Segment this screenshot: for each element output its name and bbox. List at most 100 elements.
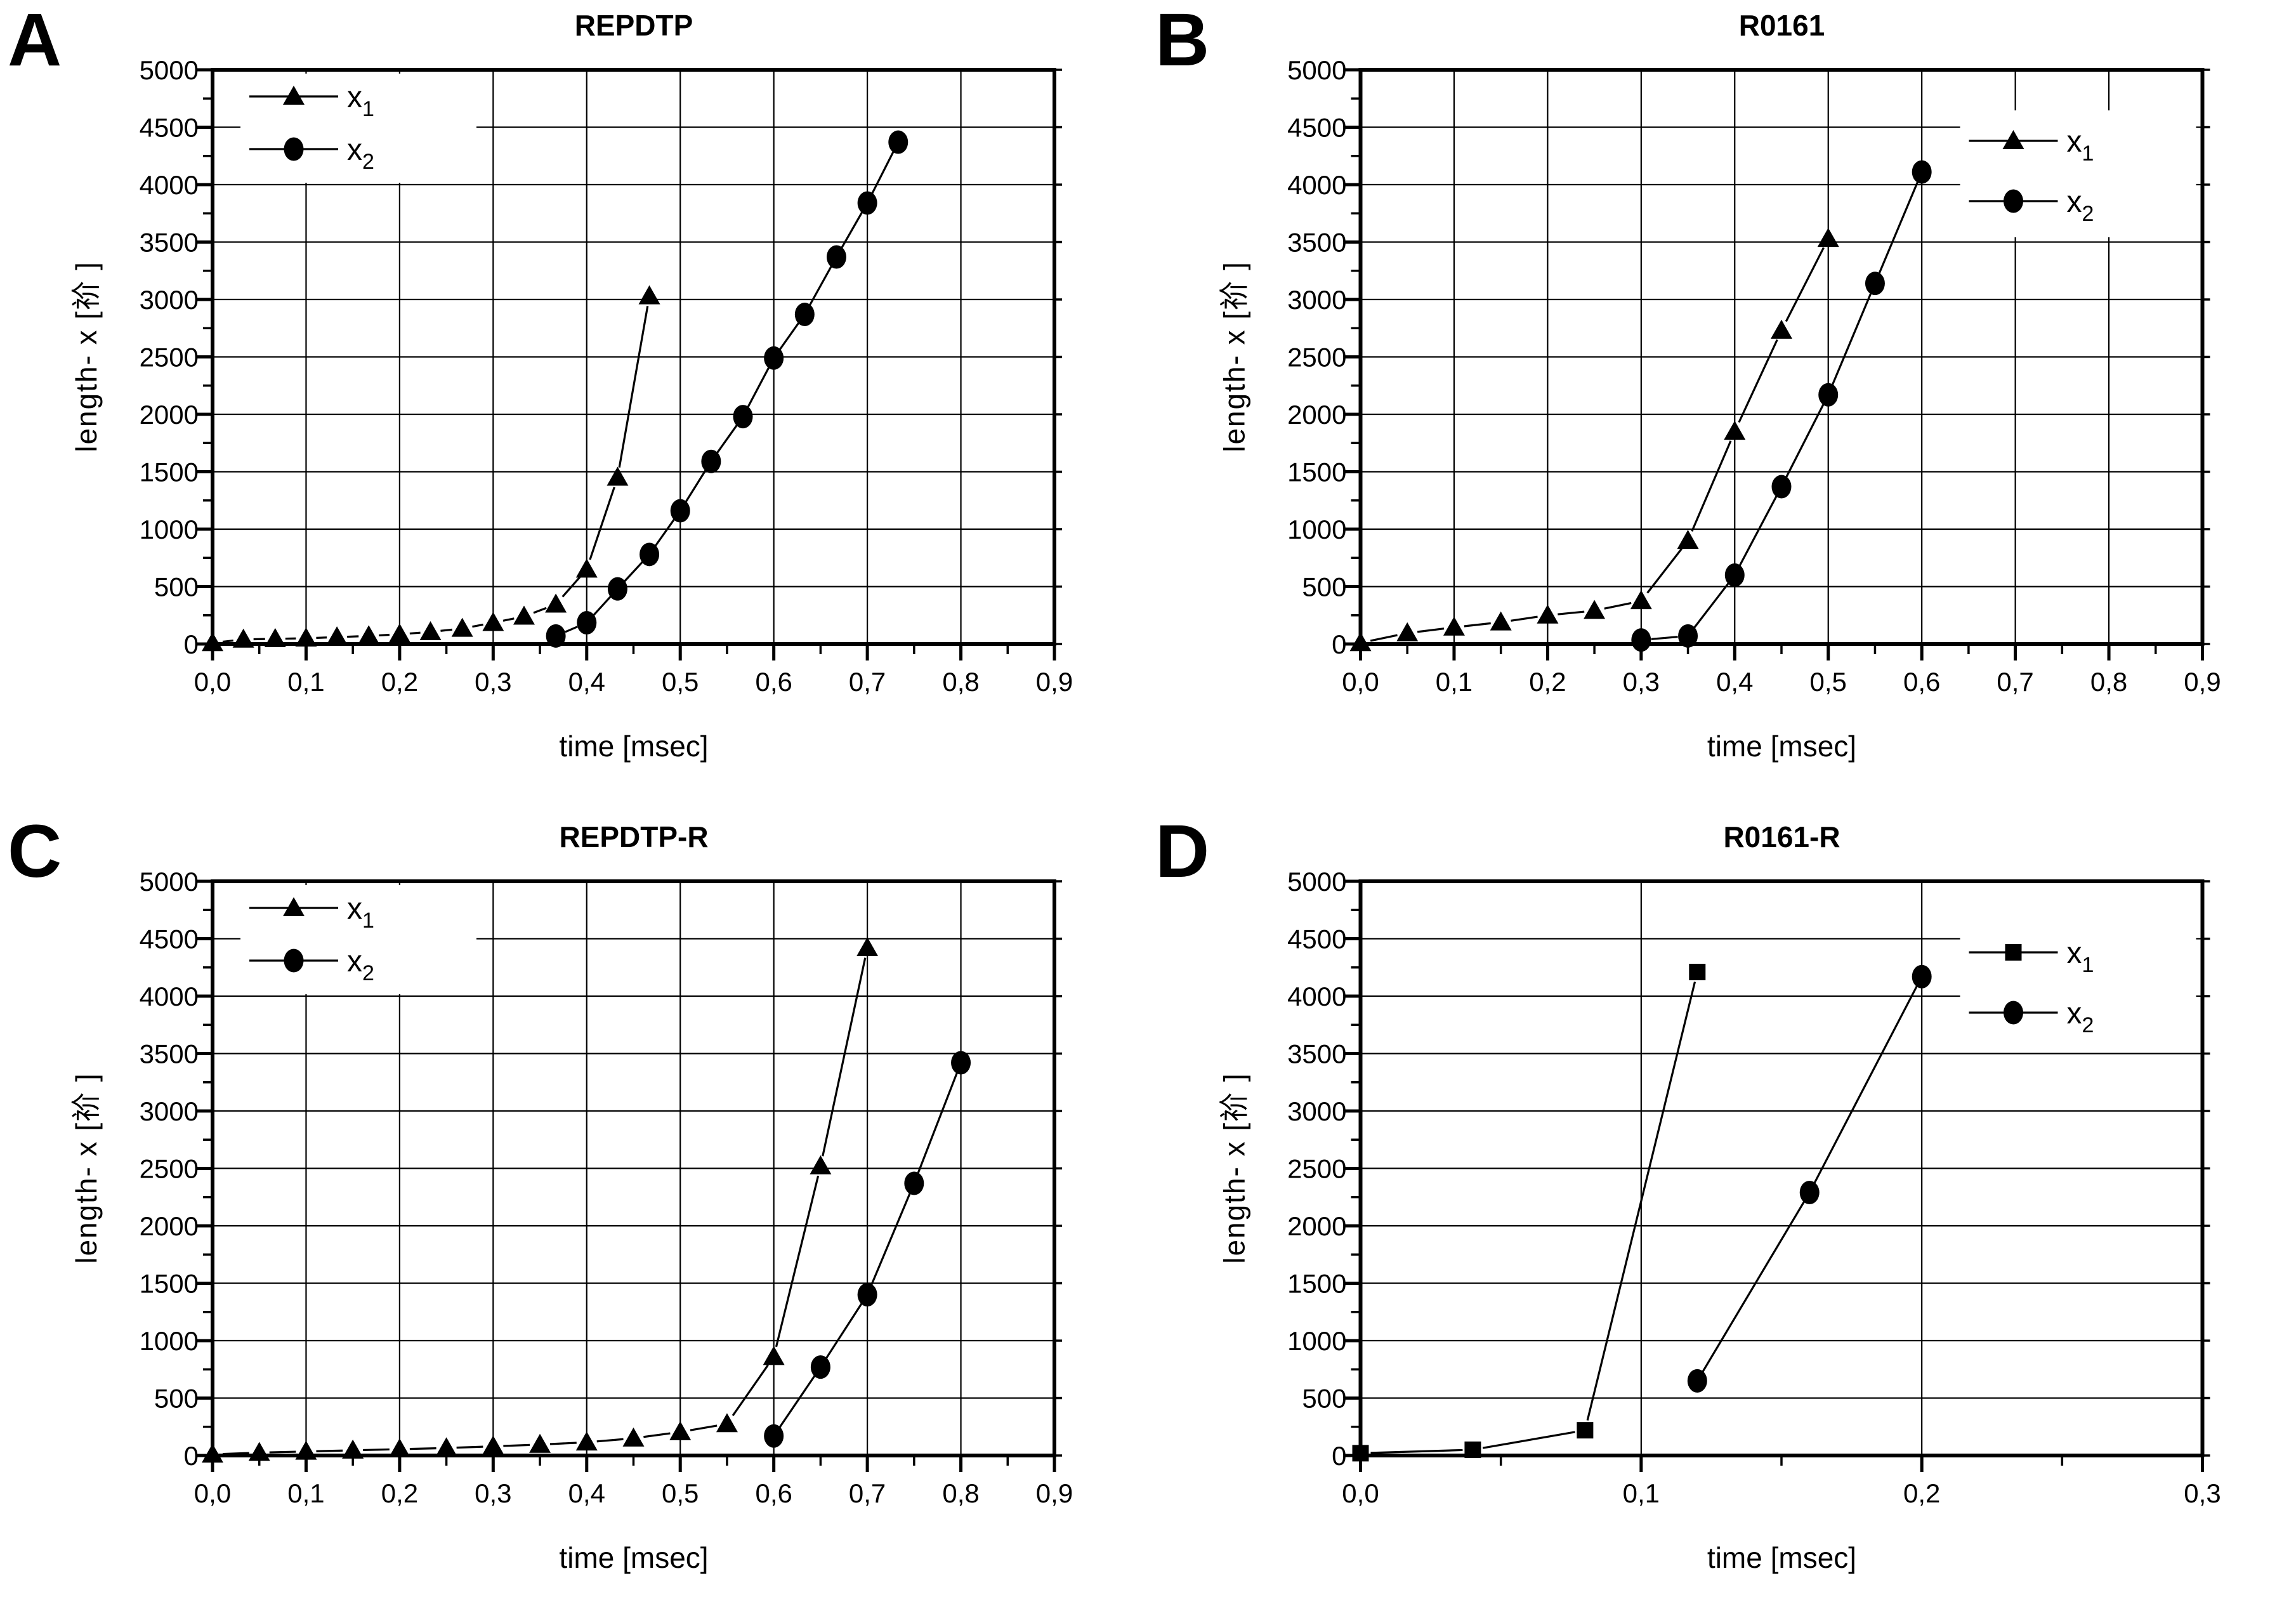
- series-line-segment: [533, 607, 547, 614]
- y-tick-label: 0: [184, 1441, 199, 1471]
- triangle-marker: [295, 627, 317, 647]
- panel-letter-d: D: [1155, 812, 1210, 893]
- series-line-segment: [841, 211, 863, 249]
- circle-marker: [577, 611, 597, 635]
- series-x1: [202, 936, 879, 1463]
- chart-repdtp-r: REPDTP-R 0,0 0,1 0,2 0,3 0,4 0,5 0,6 0,7 0,8 0,90…: [70, 820, 1073, 1574]
- triangle-marker: [482, 1435, 504, 1455]
- x-tick-label: 0,0: [194, 1478, 231, 1508]
- circle-marker: [1912, 964, 1932, 989]
- x-axis-label: time [msec]: [1707, 1541, 1856, 1574]
- tick-labels: 0,0 0,1 0,2 0,3 0,4 0,5 0,6 0,7 0,8 0,9 0 500 1000 15…: [1287, 55, 2221, 697]
- panel-b: R0161 0,0 0,1 0,2 0,3 0,4 0,5 0,6 0,7 0,8 0,9 0 500…: [1148, 0, 2296, 812]
- chart-repdtp: REPDTP 0,0 0,1 0,2 0,3 0,4 0,5 0,6 0,7 0,8 0,9 0 50…: [70, 9, 1073, 763]
- tick-labels: 0,0 0,1 0,2 0,3 0 500 1000 1500 2000 2500 3000 3500…: [1287, 867, 2221, 1508]
- x-tick-label: 0,4: [1716, 667, 1753, 697]
- triangle-marker: [202, 1443, 223, 1463]
- y-axis-label: length- x [祄 ]: [1218, 1072, 1251, 1264]
- y-tick-label: 4500: [140, 924, 199, 954]
- y-tick-label: 500: [1302, 1384, 1346, 1414]
- panel-a: REPDTP 0,0 0,1 0,2 0,3 0,4 0,5 0,6 0,7 0,8 0,9 0 50…: [0, 0, 1148, 812]
- triangle-marker: [638, 285, 660, 305]
- series-line-segment: [1738, 495, 1778, 567]
- triangle-marker: [248, 1442, 270, 1461]
- series-x1: [202, 285, 660, 652]
- circle-marker: [951, 1051, 971, 1075]
- gridlines: [1360, 70, 2203, 644]
- x-tick-label: 0,6: [755, 667, 792, 697]
- triangle-marker: [295, 1440, 317, 1460]
- series-line-segment: [1702, 1200, 1806, 1373]
- x-tick-label: 0,4: [568, 1478, 605, 1508]
- triangle-marker: [2002, 130, 2024, 149]
- circle-marker: [1687, 1369, 1707, 1393]
- series-line-segment: [1417, 628, 1445, 633]
- chart-r0161-r: R0161-R 0,0 0,1 0,2 0,3 0 500 1000 1500 2000 2500…: [1218, 820, 2221, 1574]
- circle-marker: [857, 1283, 877, 1307]
- y-axis-label: length- x [祄 ]: [70, 261, 103, 452]
- series-line-segment: [1785, 247, 1825, 322]
- triangle-marker: [669, 1421, 692, 1440]
- circle-marker: [607, 577, 627, 601]
- triangle-marker: [1584, 600, 1606, 619]
- series-line-segment: [690, 1424, 718, 1431]
- circle-marker: [1912, 160, 1932, 184]
- triangle-marker: [529, 1433, 551, 1453]
- square-marker: [1577, 1422, 1594, 1439]
- series-line-segment: [440, 628, 452, 632]
- circle-marker: [857, 191, 877, 215]
- triangle-marker: [1677, 530, 1699, 549]
- y-tick-label: 5000: [140, 867, 199, 897]
- triangle-marker: [1443, 616, 1465, 636]
- series-line-segment: [643, 1432, 671, 1438]
- x-axis-label: time [msec]: [559, 730, 708, 763]
- x-tick-label: 0,7: [849, 667, 886, 697]
- circle-marker: [1771, 475, 1792, 499]
- y-tick-label: 1000: [140, 515, 199, 544]
- series-line-segment: [363, 1448, 390, 1452]
- triangle-marker: [1630, 590, 1652, 610]
- y-axis-label: length- x [祄 ]: [70, 1072, 103, 1264]
- chart-title: REPDTP: [575, 9, 693, 42]
- series-line-segment: [1878, 181, 1919, 275]
- triangle-marker: [326, 626, 348, 646]
- circle-marker: [764, 346, 784, 370]
- series-line-segment: [1785, 403, 1825, 478]
- chart-title: R0161: [1739, 9, 1825, 42]
- y-tick-label: 2500: [1287, 343, 1346, 372]
- series-line-segment: [775, 1176, 820, 1348]
- circle-marker: [284, 949, 304, 973]
- series-line-segment: [778, 322, 800, 351]
- y-tick-label: 2500: [1287, 1154, 1346, 1184]
- x-tick-label: 0,8: [942, 667, 979, 697]
- y-tick-label: 500: [1302, 572, 1346, 602]
- triangle-marker: [283, 897, 305, 916]
- y-tick-label: 4500: [140, 113, 199, 143]
- x-tick-label: 0,3: [2184, 1478, 2221, 1508]
- x-axis-label: time [msec]: [1707, 730, 1856, 763]
- y-tick-label: 4000: [1287, 982, 1346, 1011]
- series-line-segment: [731, 1364, 769, 1417]
- y-tick-label: 1500: [1287, 1269, 1346, 1299]
- x-tick-label: 0,1: [287, 1478, 324, 1508]
- y-axis-label: length- x [祄 ]: [1218, 261, 1251, 452]
- x-tick-label: 0,2: [1529, 667, 1566, 697]
- y-tick-label: 4000: [1287, 170, 1346, 200]
- triangle-marker: [451, 617, 473, 637]
- series-line-segment: [379, 633, 390, 637]
- y-tick-label: 3000: [1287, 1096, 1346, 1126]
- series-line-segment: [503, 1443, 530, 1447]
- series-x1: [1352, 963, 1706, 1462]
- axis-ticks: [1344, 68, 2210, 660]
- y-tick-label: 3000: [140, 1096, 199, 1126]
- x-tick-label: 0,5: [1810, 667, 1847, 697]
- plot-area: 0,0 0,1 0,2 0,3 0,4 0,5 0,6 0,7 0,8 0,9 0 500 1000 15…: [140, 867, 1073, 1508]
- triangle-marker: [358, 625, 380, 645]
- y-tick-label: 4500: [1287, 113, 1346, 143]
- y-tick-label: 3500: [1287, 228, 1346, 258]
- circle-marker: [794, 303, 815, 327]
- series-line-segment: [1738, 339, 1778, 423]
- legend-background: [240, 885, 476, 994]
- y-tick-label: 1500: [1287, 457, 1346, 487]
